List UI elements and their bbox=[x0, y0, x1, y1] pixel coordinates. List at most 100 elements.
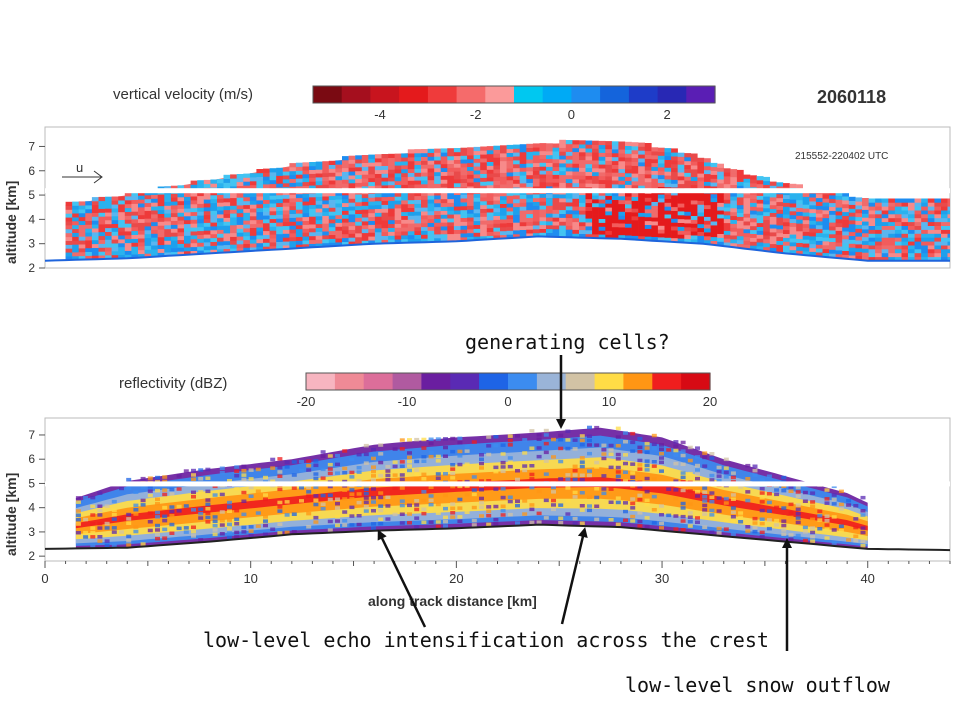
velocity-pixel bbox=[157, 244, 165, 249]
reflectivity-pixel bbox=[162, 492, 168, 497]
velocity-pixel bbox=[894, 217, 902, 223]
velocity-pixel bbox=[717, 198, 724, 203]
reflectivity-colorbar-swatch bbox=[306, 373, 336, 390]
velocity-pixel bbox=[342, 230, 349, 235]
velocity-pixel bbox=[434, 206, 441, 212]
velocity-pixel bbox=[131, 230, 139, 235]
velocity-pixel bbox=[855, 232, 863, 237]
velocity-pixel bbox=[526, 167, 534, 172]
velocity-pixel bbox=[631, 146, 639, 151]
velocity-pixel bbox=[98, 216, 106, 221]
velocity-pixel bbox=[72, 252, 79, 257]
velocity-pixel bbox=[783, 214, 790, 219]
reflectivity-pixel bbox=[781, 506, 787, 510]
velocity-pixel bbox=[941, 214, 948, 219]
velocity-pixel bbox=[862, 221, 869, 226]
reflectivity-pixel bbox=[241, 512, 247, 517]
velocity-pixel bbox=[671, 152, 678, 157]
velocity-pixel bbox=[697, 181, 705, 186]
velocity-pixel bbox=[493, 180, 501, 185]
reflectivity-pixel bbox=[486, 522, 492, 527]
velocity-pixel bbox=[144, 202, 152, 207]
reflectivity-pixel bbox=[407, 503, 412, 508]
reflectivity-pixel bbox=[536, 437, 542, 441]
velocity-pixel bbox=[486, 231, 494, 236]
velocity-pixel bbox=[908, 256, 915, 261]
velocity-pixel bbox=[217, 194, 224, 199]
velocity-pixel bbox=[631, 235, 639, 240]
velocity-pixel bbox=[190, 196, 198, 201]
velocity-pixel bbox=[282, 210, 290, 215]
reflectivity-pixel bbox=[356, 522, 362, 527]
velocity-pixel bbox=[579, 210, 586, 215]
velocity-pixel bbox=[796, 203, 803, 208]
velocity-pixel bbox=[85, 251, 93, 256]
velocity-pixel bbox=[78, 244, 86, 249]
velocity-pixel bbox=[881, 245, 889, 250]
velocity-pixel bbox=[546, 186, 553, 191]
reflectivity-pixel bbox=[723, 457, 729, 462]
velocity-pixel bbox=[572, 198, 580, 203]
reflectivity-pixel bbox=[543, 450, 549, 455]
velocity-pixel bbox=[236, 232, 244, 237]
reflectivity-pixel bbox=[428, 494, 434, 498]
reflectivity-pixel bbox=[486, 479, 492, 483]
velocity-pixel bbox=[644, 228, 652, 233]
reflectivity-pixel bbox=[529, 464, 535, 468]
velocity-pixel bbox=[736, 177, 744, 182]
velocity-pixel bbox=[460, 147, 468, 152]
velocity-pixel bbox=[65, 221, 73, 226]
velocity-pixel bbox=[447, 237, 455, 242]
velocity-pixel bbox=[644, 185, 652, 190]
velocity-pixel bbox=[407, 172, 415, 177]
reflectivity-pixel bbox=[126, 477, 132, 482]
velocity-pixel bbox=[625, 227, 632, 232]
reflectivity-pixel bbox=[335, 523, 340, 528]
velocity-pixel bbox=[124, 203, 132, 209]
reflectivity-pixel bbox=[500, 495, 506, 500]
reflectivity-pixel bbox=[191, 477, 196, 481]
velocity-pixel bbox=[342, 241, 349, 246]
velocity-pixel bbox=[269, 214, 277, 220]
velocity-pixel bbox=[355, 233, 362, 238]
reflectivity-pixel bbox=[327, 489, 333, 493]
velocity-pixel bbox=[190, 192, 198, 197]
velocity-pixel bbox=[921, 241, 928, 246]
velocity-pixel bbox=[585, 144, 593, 149]
velocity-pixel bbox=[677, 152, 685, 157]
velocity-pixel bbox=[138, 218, 145, 223]
reflectivity-pixel bbox=[745, 490, 751, 494]
velocity-pixel bbox=[585, 218, 593, 223]
reflectivity-pixel bbox=[241, 530, 247, 534]
velocity-pixel bbox=[467, 151, 474, 156]
velocity-pixel bbox=[921, 214, 928, 219]
velocity-pixel bbox=[756, 242, 764, 247]
velocity-pixel bbox=[809, 197, 817, 202]
velocity-pixel bbox=[421, 219, 428, 224]
velocity-pixel bbox=[618, 184, 626, 189]
velocity-pixel bbox=[98, 204, 106, 209]
velocity-pixel bbox=[394, 212, 402, 217]
velocity-pixel bbox=[322, 165, 330, 170]
velocity-pixel bbox=[217, 218, 224, 223]
velocity-pixel bbox=[361, 158, 369, 163]
velocity-pixel bbox=[901, 202, 909, 207]
velocity-pixel bbox=[730, 211, 738, 217]
velocity-pixel bbox=[921, 233, 928, 238]
reflectivity-pixel bbox=[421, 472, 427, 477]
reflectivity-pixel bbox=[565, 429, 571, 433]
velocity-pixel bbox=[934, 210, 942, 215]
velocity-pixel bbox=[282, 221, 290, 227]
velocity-pixel bbox=[690, 180, 698, 185]
velocity-pixel bbox=[217, 225, 224, 230]
reflectivity-pixel bbox=[378, 504, 384, 508]
reflectivity-pixel bbox=[104, 543, 110, 548]
reflectivity-pixel bbox=[291, 486, 297, 490]
velocity-pixel bbox=[848, 251, 856, 256]
reflectivity-pixel bbox=[140, 503, 146, 507]
velocity-pixel bbox=[118, 227, 125, 232]
velocity-pixel bbox=[486, 146, 494, 151]
velocity-pixel bbox=[263, 203, 270, 208]
reflectivity-pixel bbox=[371, 487, 376, 491]
velocity-pixel bbox=[65, 256, 73, 261]
